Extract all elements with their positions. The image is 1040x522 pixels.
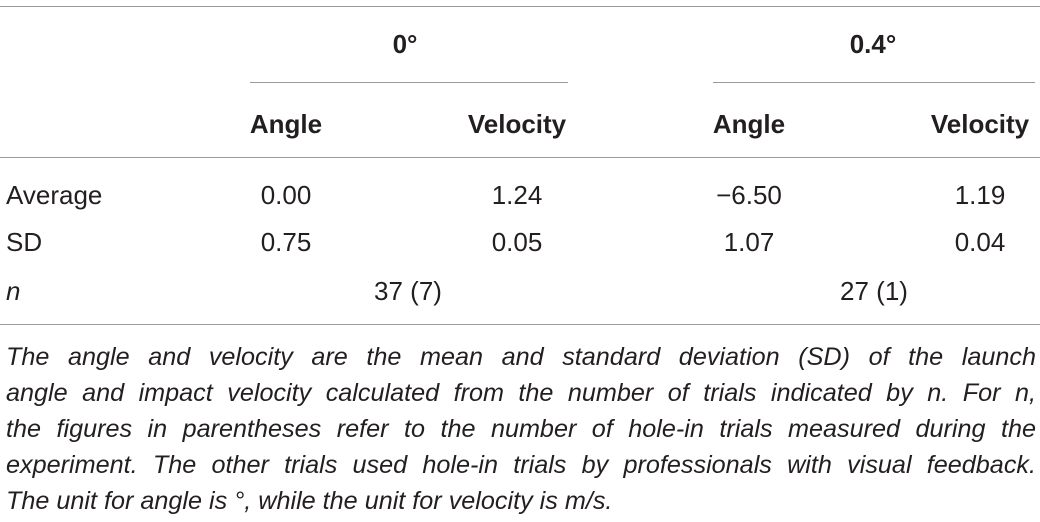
cell-average-angle-0: 0.00: [260, 180, 312, 210]
footnote-line: angle and impact velocity calculated fro…: [6, 379, 1036, 407]
cell-n-0: 37 (7): [374, 276, 442, 306]
header-rule: [0, 157, 1040, 158]
subheader-angle-0: Angle: [249, 109, 323, 139]
footnote-line: experiment. The other trials used hole-i…: [6, 451, 1036, 479]
cell-sd-velocity-1: 0.04: [954, 227, 1006, 257]
subheader-velocity-1: Velocity: [930, 109, 1030, 139]
group-header-1: 0.4°: [849, 29, 897, 59]
row-label-average: Average: [6, 180, 103, 210]
cell-sd-angle-0: 0.75: [260, 227, 312, 257]
cell-n-1: 27 (1): [840, 276, 908, 306]
subheader-velocity-0: Velocity: [467, 109, 567, 139]
cell-average-velocity-0: 1.24: [491, 180, 543, 210]
cell-sd-angle-1: 1.07: [723, 227, 775, 257]
table-footnote: The angle and velocity are the mean and …: [6, 339, 1036, 519]
group-underline-0: [250, 82, 568, 83]
group-header-0: 0°: [392, 29, 418, 59]
subheader-angle-1: Angle: [712, 109, 786, 139]
footnote-line: the figures in parentheses refer to the …: [6, 415, 1036, 443]
bottom-rule: [0, 324, 1040, 325]
group-underline-1: [713, 82, 1035, 83]
top-rule: [0, 6, 1040, 7]
cell-average-velocity-1: 1.19: [954, 180, 1006, 210]
footnote-line: The angle and velocity are the mean and …: [6, 343, 1036, 371]
row-label-n: n: [6, 276, 21, 306]
row-label-sd: SD: [6, 227, 43, 257]
cell-average-angle-1: −6.50: [716, 180, 782, 210]
footnote-line: The unit for angle is °, while the unit …: [6, 487, 613, 515]
cell-sd-velocity-0: 0.05: [491, 227, 543, 257]
